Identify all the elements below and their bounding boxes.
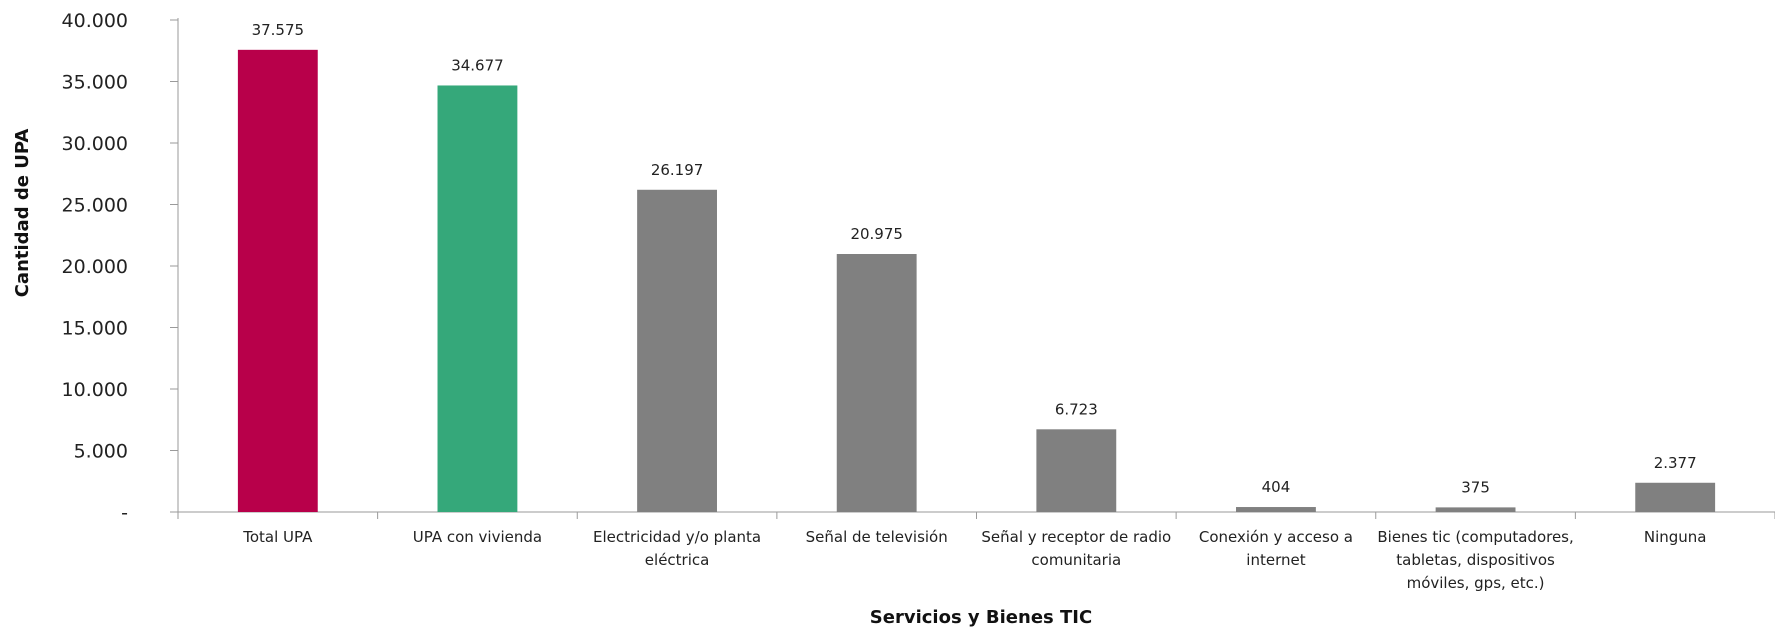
x-category-label: tabletas, dispositivos [1396,551,1555,569]
y-axis-ticks: - 5.000 10.000 15.000 20.000 25.000 30.000 35.0… [62,10,178,524]
data-label: 34.677 [451,56,504,74]
data-label: 2.377 [1654,454,1697,472]
x-category-label: Total UPA [242,528,313,546]
bar [836,254,917,512]
data-labels-group: 37.575 34.677 26.197 20.975 6.723 404 375 2.377 [252,21,1697,497]
y-axis-title: Cantidad de UPA [12,129,33,298]
x-axis-ticks [177,512,1775,519]
x-category-label: eléctrica [645,551,710,569]
y-tick-label: 25.000 [62,195,128,217]
x-category-label: Conexión y acceso a [1199,528,1353,546]
bar [237,49,318,512]
bar [1635,482,1716,512]
data-label: 404 [1262,478,1291,496]
y-tick-label: 40.000 [62,10,128,32]
x-category-label: móviles, gps, etc.) [1407,574,1545,592]
x-category-label: Señal y receptor de radio [981,528,1171,546]
bar [637,189,717,512]
y-tick-label: 35.000 [62,72,128,94]
data-label: 26.197 [651,161,704,179]
x-category-label: comunitaria [1031,551,1121,569]
y-tick-label: 30.000 [62,133,128,155]
data-label: 6.723 [1055,400,1098,418]
bars-group [237,49,1716,512]
x-axis-title: Servicios y Bienes TIC [870,607,1092,627]
y-tick-label: 20.000 [62,256,128,278]
x-category-label: Ninguna [1644,528,1707,546]
y-tick-label: 5.000 [74,441,128,463]
data-label: 20.975 [850,225,903,243]
bar [437,85,518,512]
x-category-label: UPA con vivienda [413,528,542,546]
y-tick-label: 15.000 [62,318,128,340]
x-category-label: internet [1246,551,1305,569]
x-category-label: Bienes tic (computadores, [1377,528,1573,546]
y-tick-label: - [121,502,128,524]
bar [1236,507,1316,512]
x-category-label: Electricidad y/o planta [593,528,761,546]
data-label: 375 [1461,478,1490,496]
x-category-label: Señal de televisión [806,528,948,546]
y-tick-label: 10.000 [62,379,128,401]
bar [1435,507,1516,512]
data-label: 37.575 [252,21,305,39]
bar [1036,429,1117,512]
category-labels-group: Total UPA UPA con vivienda Electricidad y/… [242,528,1706,592]
